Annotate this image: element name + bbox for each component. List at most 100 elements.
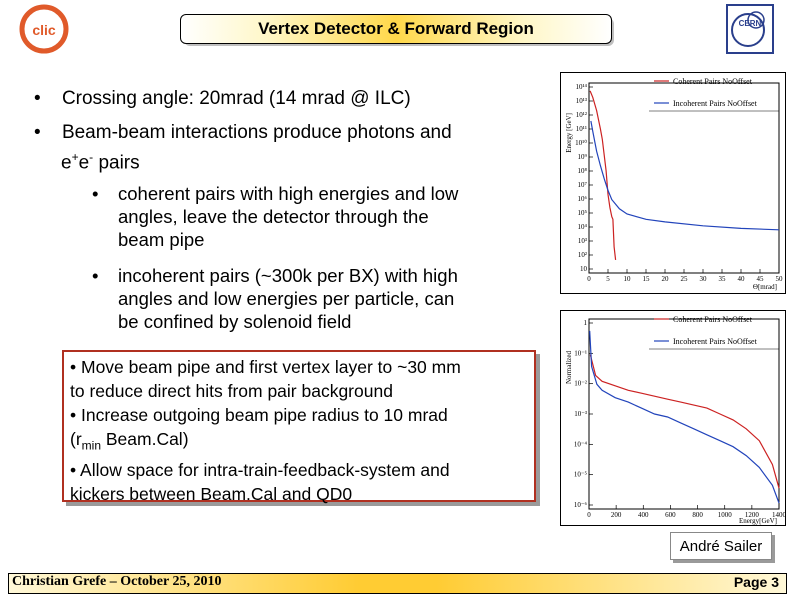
y-tick-label: 10¹² — [576, 111, 587, 119]
x-tick-label: 15 — [643, 275, 651, 283]
x-tick-label: 400 — [638, 511, 649, 519]
y-tick-label: 10⁴ — [578, 223, 588, 231]
plot-energy-vs-theta: 10¹⁴ 10¹³ 10¹² 10¹¹ 10¹⁰ 10⁹ 10⁸ 10⁷ 10⁶ 10⁵ 10⁴ 10… — [560, 72, 786, 294]
y-tick-label: 10 — [580, 265, 588, 273]
bullet-1-text: Crossing angle: 20mrad (14 mrad @ ILC) — [61, 88, 411, 109]
series-line — [589, 330, 780, 504]
y-tick-label: 10¹⁴ — [575, 83, 587, 91]
x-tick-label: 1200 — [745, 511, 760, 519]
note-line-1: • Move beam pipe and first vertex layer … — [70, 357, 461, 377]
svg-text:CERN: CERN — [739, 19, 762, 28]
legend-label: Incoherent Pairs NoOffset — [673, 99, 758, 108]
bullet-2-cont-post: pairs — [93, 152, 140, 174]
y-tick-label: 10⁻⁴ — [574, 440, 588, 448]
note-box: • Move beam pipe and first vertex layer … — [62, 350, 536, 504]
bullet-2-cont-e2: e — [78, 152, 90, 174]
cern-logo-graphic: CERN — [726, 4, 774, 54]
clic-logo-graphic: clic — [19, 4, 69, 54]
footer-page-number: 3 — [771, 574, 779, 590]
plot-area — [588, 82, 780, 274]
x-tick-label: 20 — [662, 275, 670, 283]
sub-bullet-1-line2: angles, leave the detector through the — [118, 206, 429, 227]
x-tick-label: 0 — [587, 275, 591, 283]
y-tick-label: 10¹⁰ — [575, 139, 587, 147]
sub-bullet-1-line3: beam pipe — [118, 229, 205, 250]
svg-text:clic: clic — [32, 22, 56, 38]
y-tick-label: 10⁵ — [578, 209, 588, 217]
sub-bullet-1-line1: coherent pairs with high energies and lo… — [118, 183, 459, 204]
series-line — [589, 90, 617, 260]
y-tick-label: 1 — [584, 319, 588, 327]
legend-label: Incoherent Pairs NoOffset — [673, 337, 758, 346]
y-axis-label: Normalized — [565, 351, 573, 385]
slide-title-text: Vertex Detector & Forward Region — [258, 19, 534, 38]
bullet-2: • Beam-beam interactions produce photons… — [34, 122, 452, 144]
bullet-2-sup-minus: - — [89, 150, 94, 164]
y-tick-label: 10⁶ — [578, 195, 588, 203]
bullet-dot: • — [34, 122, 41, 143]
sub-bullet-2-line1: incoherent pairs (~300k per BX) with hig… — [118, 265, 458, 286]
sub-bullet-2-line3: be confined by solenoid field — [118, 311, 352, 332]
series-line — [590, 120, 780, 231]
y-tick-label: 10³ — [578, 237, 587, 245]
y-tick-label: 10⁹ — [578, 153, 588, 161]
plot-1-svg: 10¹⁴ 10¹³ 10¹² 10¹¹ 10¹⁰ 10⁹ 10⁸ 10⁷ 10⁶ 10⁵ 10⁴ 10… — [565, 77, 784, 291]
note-line-4-post: Beam.Cal) — [101, 429, 189, 449]
x-tick-label: 0 — [587, 511, 591, 519]
slide-title: Vertex Detector & Forward Region — [180, 14, 612, 44]
sub-bullet-2-line2: angles and low energies per particle, ca… — [118, 288, 455, 309]
footer-page: Page 3 — [734, 574, 779, 590]
x-tick-label: 200 — [611, 511, 622, 519]
series-line — [589, 354, 780, 489]
y-tick-label: 10⁻² — [574, 380, 587, 388]
x-tick-label: 800 — [692, 511, 703, 519]
y-axis-label: Energy [GeV] — [565, 113, 573, 153]
y-tick-label: 10¹¹ — [576, 125, 587, 133]
bullet-1: • Crossing angle: 20mrad (14 mrad @ ILC) — [34, 88, 411, 110]
bullet-2-cont: e+e- pairs — [61, 146, 140, 174]
clic-logo: clic — [18, 4, 70, 54]
plot-2-svg: 1 10⁻¹ 10⁻² 10⁻³ 10⁻⁴ 10⁻⁵ 10⁻⁶ 0 200 400 600 800 10… — [565, 315, 787, 525]
footer-bar — [8, 573, 787, 594]
cern-logo: CERN — [726, 4, 774, 54]
x-tick-label: 600 — [665, 511, 676, 519]
x-tick-label: 30 — [700, 275, 708, 283]
bullet-2-text: Beam-beam interactions produce photons a… — [61, 122, 452, 143]
legend-label: Coherent Pairs NoOffset — [673, 77, 753, 86]
sub-bullet-dot: • — [92, 183, 99, 204]
author-box: André Sailer — [670, 532, 772, 560]
x-tick-label: 45 — [757, 275, 765, 283]
note-line-4-sub: min — [81, 438, 101, 453]
y-tick-label: 10⁸ — [578, 167, 588, 175]
x-axis-label: Θ[mrad] — [753, 283, 777, 291]
x-tick-label: 50 — [776, 275, 784, 283]
x-tick-label: 10 — [624, 275, 632, 283]
note-line-5: • Allow space for intra-train-feedback-s… — [70, 459, 450, 480]
x-tick-label: 40 — [738, 275, 746, 283]
x-tick-label: 1400 — [772, 511, 785, 519]
note-line-4-pre: (r — [70, 429, 82, 449]
author-name: André Sailer — [679, 537, 763, 555]
plot-normalized-vs-energy: 1 10⁻¹ 10⁻² 10⁻³ 10⁻⁴ 10⁻⁵ 10⁻⁶ 0 200 400 600 800 10… — [560, 310, 787, 526]
x-tick-label: 5 — [606, 275, 610, 283]
legend-label: Coherent Pairs NoOffset — [673, 315, 753, 324]
note-line-3: • Increase outgoing beam pipe radius to … — [70, 405, 448, 425]
y-tick-label: 10⁻⁵ — [574, 471, 588, 479]
x-tick-label: 1000 — [718, 511, 733, 519]
x-tick-label: 35 — [719, 275, 727, 283]
y-tick-label: 10² — [578, 251, 587, 259]
y-tick-label: 10¹³ — [576, 97, 587, 105]
bullet-2-sup-plus: + — [71, 150, 79, 164]
x-axis-label: Energy[GeV] — [739, 517, 777, 525]
plot-area — [588, 318, 780, 510]
y-tick-label: 10⁷ — [578, 181, 588, 189]
bullet-2-cont-e1: e — [61, 152, 72, 174]
sub-bullet-dot: • — [92, 265, 99, 286]
bullet-dot: • — [34, 88, 41, 109]
note-line-6: kickers between Beam.Cal and QD0 — [70, 483, 353, 504]
y-tick-label: 10⁻³ — [574, 410, 587, 418]
y-tick-label: 10⁻⁶ — [574, 501, 588, 509]
note-line-4: (rmin Beam.Cal) — [70, 427, 528, 458]
note-line-2: to reduce direct hits from pair backgrou… — [70, 381, 393, 401]
x-tick-label: 25 — [681, 275, 689, 283]
